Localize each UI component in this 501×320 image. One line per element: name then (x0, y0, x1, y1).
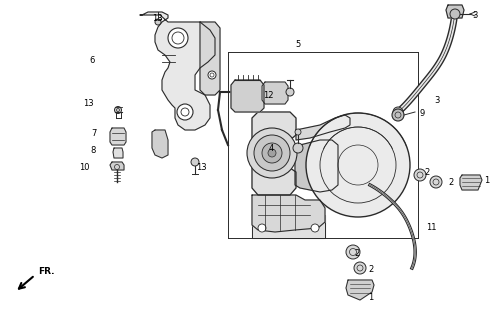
Circle shape (346, 245, 360, 259)
Polygon shape (110, 162, 124, 170)
Text: 1: 1 (484, 175, 489, 185)
Text: 12: 12 (264, 91, 274, 100)
Text: 11: 11 (426, 223, 436, 233)
Polygon shape (231, 80, 264, 112)
Text: 3: 3 (472, 11, 477, 20)
Circle shape (268, 149, 276, 157)
Text: 8: 8 (91, 146, 96, 155)
Text: FR.: FR. (38, 268, 55, 276)
Polygon shape (140, 12, 215, 130)
Circle shape (311, 224, 319, 232)
Circle shape (306, 113, 410, 217)
Circle shape (354, 262, 366, 274)
Text: 13: 13 (152, 13, 163, 22)
Polygon shape (460, 175, 482, 190)
Circle shape (450, 9, 460, 19)
Polygon shape (252, 195, 325, 232)
Circle shape (293, 143, 303, 153)
Polygon shape (152, 130, 168, 158)
Polygon shape (262, 82, 288, 104)
Polygon shape (346, 280, 374, 300)
Text: 7: 7 (92, 129, 97, 138)
Circle shape (414, 169, 426, 181)
Text: 4: 4 (269, 143, 274, 153)
Circle shape (177, 104, 193, 120)
Circle shape (295, 129, 301, 135)
Text: 2: 2 (424, 167, 429, 177)
Text: 10: 10 (80, 163, 90, 172)
Circle shape (155, 19, 161, 25)
Text: 2: 2 (448, 178, 453, 187)
Polygon shape (252, 112, 296, 195)
Text: 13: 13 (83, 99, 94, 108)
Text: 6: 6 (90, 55, 95, 65)
Polygon shape (252, 215, 325, 238)
Circle shape (168, 28, 188, 48)
Text: 5: 5 (296, 39, 301, 49)
Text: 1: 1 (368, 293, 373, 302)
Circle shape (115, 107, 122, 114)
Circle shape (262, 143, 282, 163)
Polygon shape (200, 22, 220, 95)
Circle shape (247, 128, 297, 178)
Circle shape (254, 135, 290, 171)
Polygon shape (446, 5, 464, 18)
Circle shape (191, 158, 199, 166)
Polygon shape (295, 140, 338, 192)
Polygon shape (296, 115, 350, 140)
Text: 2: 2 (354, 249, 359, 258)
Circle shape (430, 176, 442, 188)
Text: 3: 3 (434, 95, 439, 105)
Polygon shape (110, 128, 126, 145)
Circle shape (392, 109, 404, 121)
Text: 9: 9 (420, 108, 425, 117)
Polygon shape (113, 148, 123, 158)
Text: 2: 2 (368, 266, 373, 275)
Circle shape (258, 224, 266, 232)
Text: 13: 13 (196, 163, 206, 172)
Circle shape (208, 71, 216, 79)
Circle shape (286, 88, 294, 96)
Circle shape (393, 107, 403, 117)
